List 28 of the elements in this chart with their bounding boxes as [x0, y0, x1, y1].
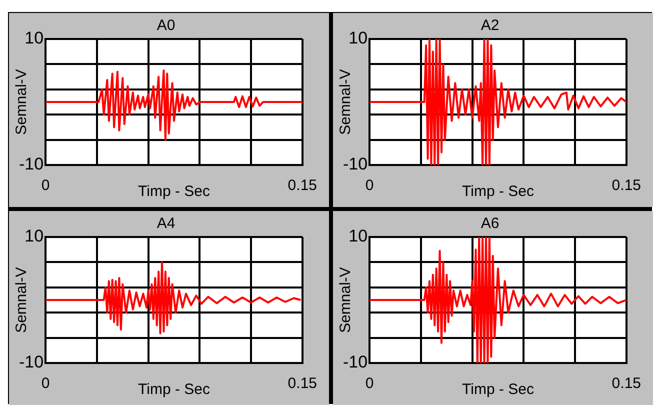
- x-tick-label: 0: [41, 177, 50, 194]
- y-tick-label: -10: [18, 154, 44, 174]
- chart-title: A6: [480, 215, 500, 232]
- x-axis-title: Timp - Sec: [138, 183, 210, 200]
- y-tick-label: 10: [348, 226, 368, 246]
- x-tick-label: 0: [41, 375, 50, 392]
- y-tick-label: -10: [342, 154, 368, 174]
- x-axis-title: Timp - Sec: [138, 381, 210, 398]
- y-tick-label: -10: [342, 352, 368, 372]
- x-tick-label: 0: [365, 177, 374, 194]
- x-axis-title: Timp - Sec: [462, 381, 534, 398]
- y-tick-label: -10: [18, 352, 44, 372]
- x-tick-label: 0.15: [612, 177, 642, 194]
- x-tick-label: 0: [365, 375, 374, 392]
- x-tick-label: 0.15: [288, 375, 318, 392]
- y-axis-title: Semnal-V: [13, 267, 30, 333]
- x-tick-label: 0.15: [612, 375, 642, 392]
- y-axis-title: Semnal-V: [13, 69, 30, 135]
- chart-title: A4: [156, 215, 176, 232]
- y-tick-label: 10: [348, 28, 368, 48]
- x-axis-title: Timp - Sec: [462, 183, 534, 200]
- y-axis-title: Semnal-V: [337, 267, 354, 333]
- chart-title: A0: [156, 17, 176, 34]
- x-tick-label: 0.15: [288, 177, 318, 194]
- chart-title: A2: [480, 17, 500, 34]
- y-axis-title: Semnal-V: [337, 69, 354, 135]
- y-tick-label: 10: [24, 28, 44, 48]
- y-tick-label: 10: [24, 226, 44, 246]
